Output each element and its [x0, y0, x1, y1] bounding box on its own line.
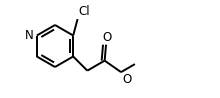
Text: O: O — [122, 73, 131, 86]
Text: Cl: Cl — [79, 5, 90, 18]
Text: N: N — [25, 29, 34, 41]
Text: O: O — [102, 31, 111, 44]
